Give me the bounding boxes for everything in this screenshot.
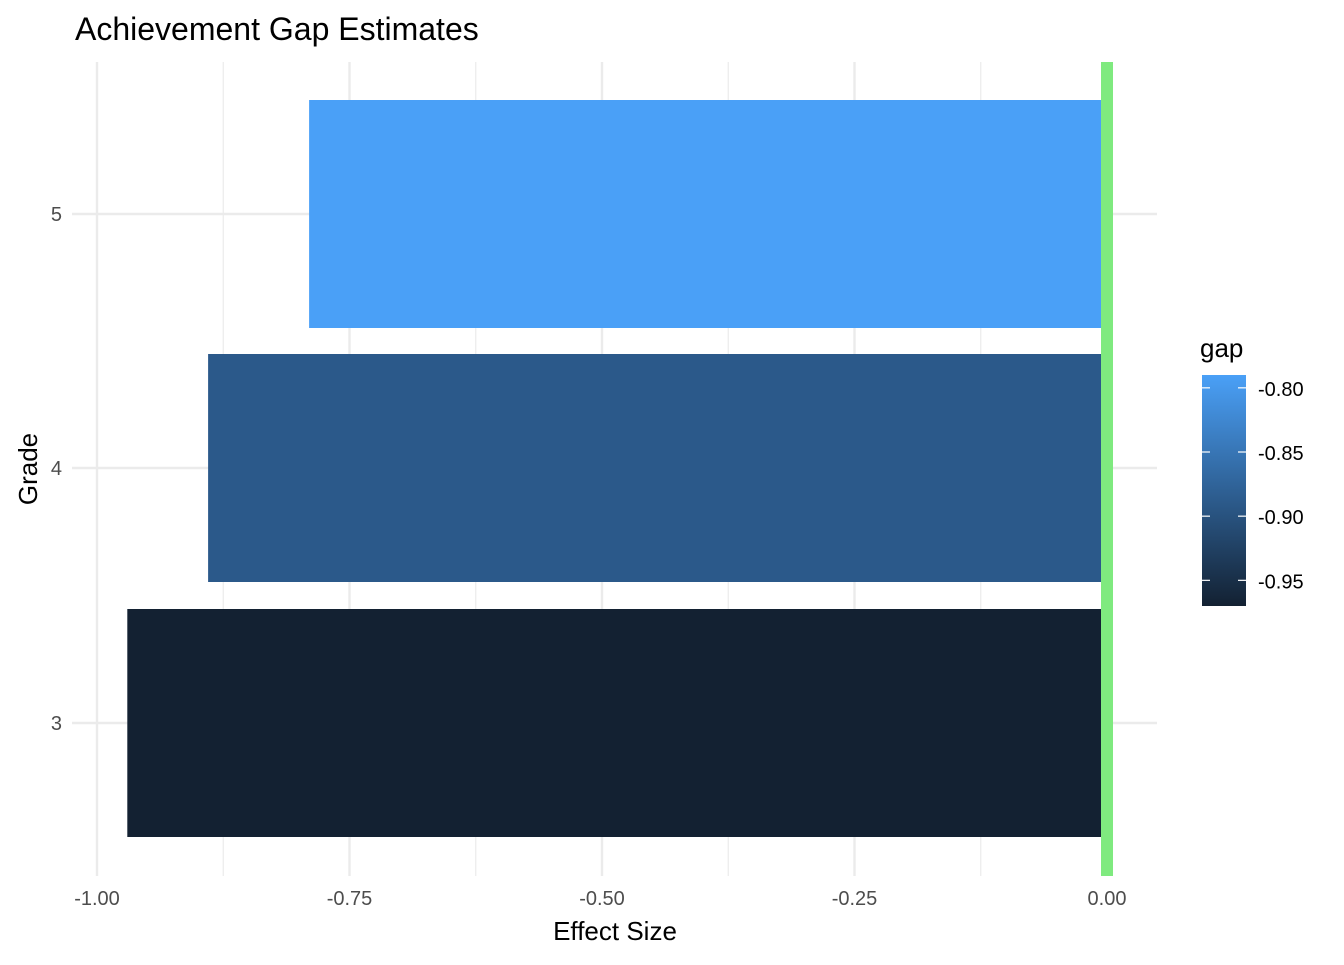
y-axis-label: Grade (13, 433, 43, 505)
legend-tick-label: -0.95 (1258, 571, 1304, 593)
legend-tick-label: -0.90 (1258, 507, 1304, 529)
legend-tick-label: -0.80 (1258, 379, 1304, 401)
x-tick-label: -1.00 (74, 888, 120, 910)
axis-layer: -1.00 -0.75 -0.50 -0.25 0.00 3 4 5 (51, 204, 1127, 910)
bar-grade-3 (127, 609, 1108, 837)
reference-line-layer (1101, 62, 1113, 876)
x-tick-label: 0.00 (1088, 888, 1127, 910)
x-tick-label: -0.50 (579, 888, 625, 910)
legend-tick-label: -0.85 (1258, 443, 1304, 465)
legend-tick-layer: -0.80 -0.85 -0.90 -0.95 (1202, 379, 1304, 593)
x-axis-label: Effect Size (553, 916, 677, 946)
bar-grade-5 (309, 100, 1108, 328)
legend-title: gap (1200, 333, 1243, 363)
y-tick-label: 3 (51, 713, 62, 735)
x-tick-label: -0.75 (327, 888, 373, 910)
y-tick-label: 5 (51, 204, 62, 226)
zero-reference-line (1101, 62, 1113, 876)
bar-grade-4 (208, 354, 1108, 582)
bar-layer (127, 100, 1108, 837)
chart-title: Achievement Gap Estimates (75, 11, 479, 47)
legend-colorbar (1202, 375, 1246, 606)
x-tick-label: -0.25 (832, 888, 878, 910)
y-tick-label: 4 (51, 458, 62, 480)
